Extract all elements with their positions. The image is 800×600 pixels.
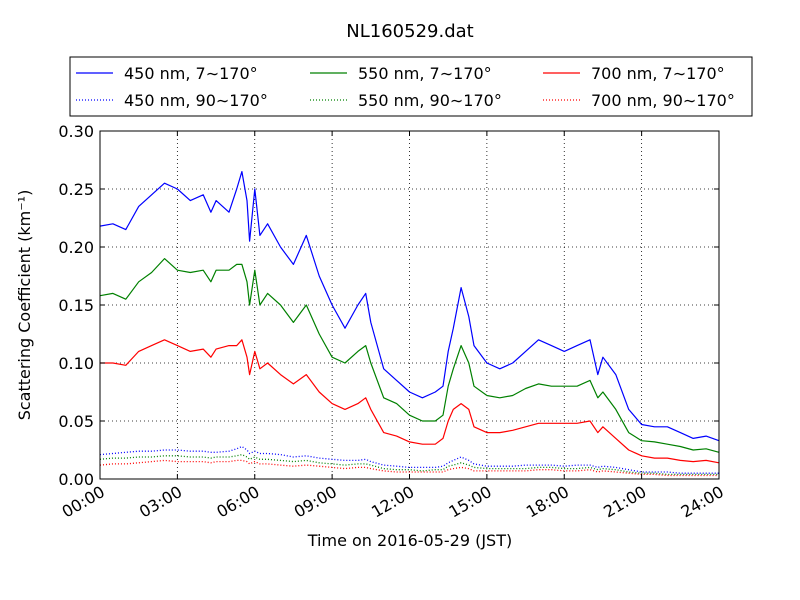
legend-label-3: 550 nm, 90∼170°	[358, 91, 502, 110]
legend: 450 nm, 7∼170° 450 nm, 90∼170° 550 nm, 7∼1…	[69, 56, 753, 117]
legend-label-5: 700 nm, 90∼170°	[591, 91, 735, 110]
series-line-2	[99, 258, 720, 453]
legend-label-4: 700 nm, 7∼170°	[591, 64, 725, 83]
y-tick-label: 0.00	[58, 470, 94, 489]
series-line-3	[99, 453, 719, 476]
series-line-1	[99, 445, 719, 474]
y-axis: 0.00 0.05 0.10 0.15 0.20 0.25 0.30	[58, 122, 719, 489]
legend-label-1: 450 nm, 90∼170°	[124, 91, 268, 110]
legend-label-2: 550 nm, 7∼170°	[358, 64, 492, 83]
series-line-4	[100, 339, 720, 464]
chart-title: NL160529.dat	[346, 21, 473, 42]
y-tick-label: 0.30	[58, 122, 94, 141]
series-line-5	[99, 459, 719, 477]
series-lines	[99, 171, 720, 477]
y-tick-label: 0.05	[58, 412, 94, 431]
series-line-0	[99, 171, 720, 442]
y-tick-label: 0.10	[58, 354, 94, 373]
legend-label-0: 450 nm, 7∼170°	[124, 64, 258, 83]
x-axis-label: Time on 2016-05-29 (JST)	[307, 531, 512, 550]
y-tick-label: 0.25	[58, 180, 94, 199]
y-tick-label: 0.15	[58, 296, 94, 315]
y-tick-label: 0.20	[58, 238, 94, 257]
legend-frame	[69, 56, 753, 117]
y-axis-label: Scattering Coefficient (km⁻¹)	[15, 190, 34, 421]
